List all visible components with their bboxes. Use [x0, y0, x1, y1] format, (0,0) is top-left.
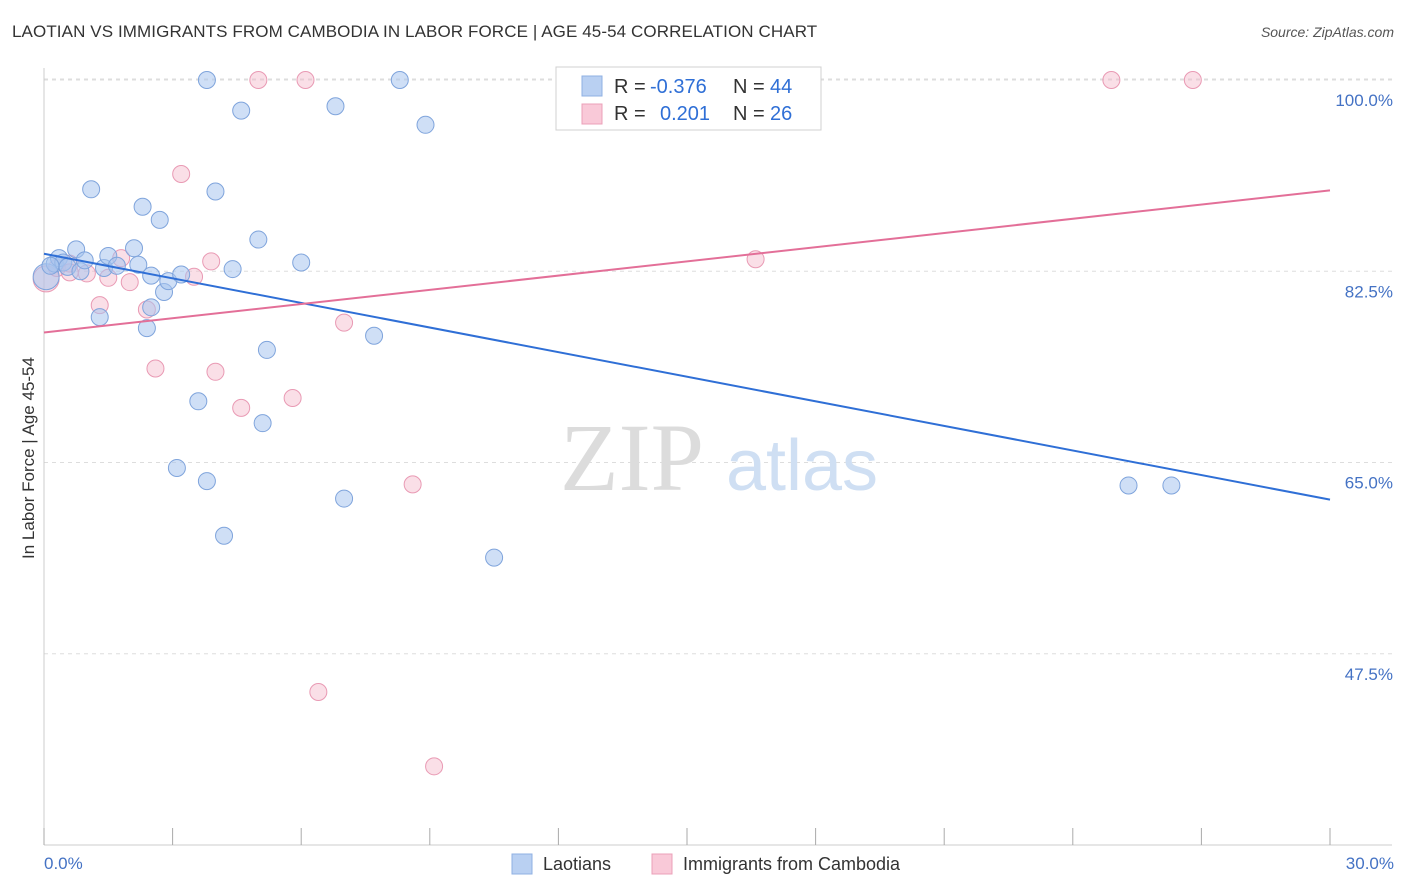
laotians-point-29: [223, 260, 242, 279]
laotians-point-9: [90, 308, 109, 327]
cambodia-point-23: [1102, 71, 1121, 89]
laotians-point-33: [257, 340, 276, 359]
laotians-point-39: [416, 115, 435, 134]
laotians-point-28: [215, 526, 234, 545]
laotians-point-25: [189, 392, 208, 411]
laotians-point-19: [150, 210, 169, 229]
gridlines: [44, 78, 1392, 655]
legend-r-label-1: R =: [614, 76, 646, 98]
cambodia-point-21: [425, 757, 444, 776]
watermark: ZIP atlas: [560, 404, 878, 511]
laotians-point-13: [125, 239, 144, 258]
laotians-point-35: [326, 97, 345, 116]
x-tick-label-min: 0.0%: [44, 854, 83, 873]
trend-lines: [43, 189, 1331, 501]
source-label: Source: ZipAtlas.com: [1260, 24, 1394, 40]
legend-r-value-1: -0.376: [650, 76, 707, 98]
laotians-point-24: [197, 71, 216, 89]
watermark-atlas: atlas: [726, 426, 878, 506]
axes: [43, 68, 1392, 846]
legend-n-value-1: 44: [770, 76, 792, 98]
laotians-point-27: [206, 182, 225, 201]
cambodia-point-7: [120, 273, 139, 292]
legend-swatch-cambodia: [581, 103, 603, 125]
legend-r-label-2: R =: [614, 103, 646, 125]
laotians-point-36: [335, 489, 354, 508]
bottom-legend-cambodia: Immigrants from Cambodia: [683, 854, 901, 874]
laotians-point-41: [1119, 476, 1138, 495]
laotians-point-37: [365, 326, 384, 345]
laotians-point-22: [167, 458, 186, 477]
cambodia-point-12: [202, 252, 221, 271]
legend-n-label-1: N =: [733, 76, 765, 98]
cambodia-point-15: [249, 71, 268, 89]
cambodia-point-19: [335, 313, 354, 332]
laotians-point-26: [197, 472, 216, 491]
laotians-point-42: [1162, 476, 1181, 495]
y-tick-labels: 47.5% 65.0% 82.5% 100.0%: [1335, 91, 1393, 684]
y-tick-label-0: 47.5%: [1345, 665, 1393, 684]
trend-line-laotians: [43, 252, 1331, 501]
cambodia-point-16: [283, 389, 302, 408]
laotians-point-8: [82, 180, 101, 199]
laotians-point-16: [137, 319, 156, 338]
bottom-legend: Laotians Immigrants from Cambodia: [511, 853, 901, 875]
chart-title: LAOTIAN VS IMMIGRANTS FROM CAMBODIA IN L…: [12, 22, 818, 41]
laotians-point-15: [133, 197, 152, 216]
legend-swatch-laotians: [581, 75, 603, 97]
cambodia-point-18: [309, 683, 328, 701]
y-axis-title: In Labor Force | Age 45-54: [19, 357, 38, 559]
series-laotians-points: [32, 71, 1181, 567]
cambodia-point-17: [296, 71, 315, 89]
cambodia-point-13: [206, 362, 225, 381]
laotians-point-38: [390, 71, 409, 89]
watermark-zip: ZIP: [560, 404, 704, 511]
laotians-point-32: [253, 414, 272, 433]
laotians-point-14: [129, 255, 148, 274]
laotians-point-31: [249, 230, 268, 249]
x-tick-label-max: 30.0%: [1346, 854, 1394, 873]
legend-box: R = -0.376 N = 44 R = 0.201 N = 26: [555, 66, 822, 131]
y-tick-label-3: 100.0%: [1335, 91, 1393, 110]
bottom-legend-swatch-laotians: [511, 853, 533, 875]
laotians-point-17: [142, 298, 161, 317]
legend-n-value-2: 26: [770, 103, 792, 125]
laotians-point-30: [232, 101, 251, 120]
trend-line-cambodia: [43, 189, 1331, 334]
cambodia-point-24: [1183, 71, 1202, 89]
cambodia-point-9: [146, 359, 165, 378]
y-tick-label-2: 82.5%: [1345, 282, 1393, 301]
cambodia-point-14: [232, 398, 251, 417]
bottom-legend-swatch-cambodia: [651, 853, 673, 875]
legend-n-label-2: N =: [733, 103, 765, 125]
cambodia-point-10: [172, 164, 191, 183]
cambodia-point-20: [403, 475, 422, 494]
y-tick-label-1: 65.0%: [1345, 474, 1393, 493]
legend-r-value-2: 0.201: [660, 103, 710, 125]
laotians-point-40: [485, 548, 504, 567]
laotians-point-34: [292, 253, 311, 272]
laotians-point-43: [41, 256, 60, 275]
bottom-legend-laotians: Laotians: [543, 854, 611, 874]
